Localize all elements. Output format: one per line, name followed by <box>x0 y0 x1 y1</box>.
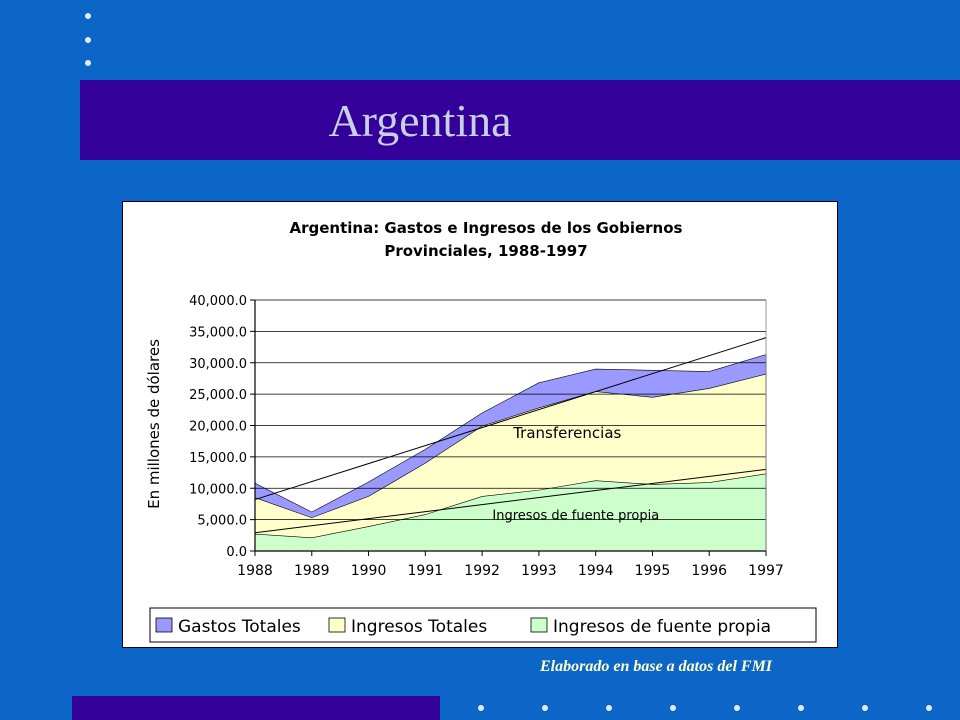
y-tick-label: 0.0 <box>226 545 247 560</box>
x-tick-label: 1997 <box>748 563 784 579</box>
legend: Gastos Totales Ingresos Totales Ingresos d… <box>149 607 817 643</box>
x-tick-label: 1991 <box>408 563 444 579</box>
bullet-dot <box>85 60 91 66</box>
chart-title-line2: Provinciales, 1988-1997 <box>384 242 587 260</box>
bullet-dot <box>542 705 548 711</box>
annotation-0: Transferencias <box>512 424 621 442</box>
bullet-dot <box>862 705 868 711</box>
y-tick-label: 30,000.0 <box>189 357 247 372</box>
x-tick-label: 1992 <box>464 563 500 579</box>
slide-title: Argentina <box>328 94 512 146</box>
x-tick-label: 1988 <box>237 563 273 579</box>
x-tick-label: 1994 <box>578 563 614 579</box>
x-tick-label: 1996 <box>691 563 727 579</box>
legend-label-1: Ingresos Totales <box>351 617 487 637</box>
bullet-dot <box>670 705 676 711</box>
bullet-dot <box>478 705 484 711</box>
legend-swatch-2 <box>530 617 548 633</box>
y-tick-label: 15,000.0 <box>189 451 247 466</box>
trendline-0 <box>254 337 767 501</box>
chart: Argentina: Gastos e Ingresos de los Gobi… <box>145 219 817 643</box>
y-tick-label: 20,000.0 <box>189 420 247 435</box>
bullet-dot <box>85 37 91 43</box>
x-tick-label: 1989 <box>294 563 330 579</box>
trendline-1 <box>254 468 767 534</box>
chart-title-line1: Argentina: Gastos e Ingresos de los Gobi… <box>290 219 683 237</box>
x-tick-label: 1993 <box>521 563 557 579</box>
bullet-dot <box>926 705 932 711</box>
legend-swatch-0 <box>155 617 173 633</box>
title-bar: Argentina <box>80 80 960 160</box>
bullet-dot <box>798 705 804 711</box>
legend-label-2: Ingresos de fuente propia <box>553 617 771 637</box>
annotation-1: Ingresos de fuente propia <box>492 509 659 524</box>
x-tick-label: 1990 <box>351 563 387 579</box>
y-tick-label: 10,000.0 <box>189 482 247 497</box>
legend-box <box>149 607 817 643</box>
bottom-bar <box>72 696 440 720</box>
plot-area: 0.0 5,000.0 10,000.0 15,000.0 20,000.0 25,000… <box>189 294 784 579</box>
y-axis-label: En millones de dólares <box>145 339 163 509</box>
legend-label-0: Gastos Totales <box>178 617 301 637</box>
source-note: Elaborado en base a datos del FMI <box>540 658 773 675</box>
bullet-dot <box>734 705 740 711</box>
legend-swatch-1 <box>328 617 346 633</box>
bullet-dot <box>85 13 91 19</box>
bullet-dot <box>606 705 612 711</box>
x-tick-label: 1995 <box>635 563 671 579</box>
y-tick-label: 25,000.0 <box>189 388 247 403</box>
chart-frame: Argentina: Gastos e Ingresos de los Gobi… <box>122 201 838 648</box>
y-tick-label: 40,000.0 <box>189 294 247 309</box>
y-tick-label: 35,000.0 <box>189 325 247 340</box>
y-tick-label: 5,000.0 <box>197 514 247 529</box>
